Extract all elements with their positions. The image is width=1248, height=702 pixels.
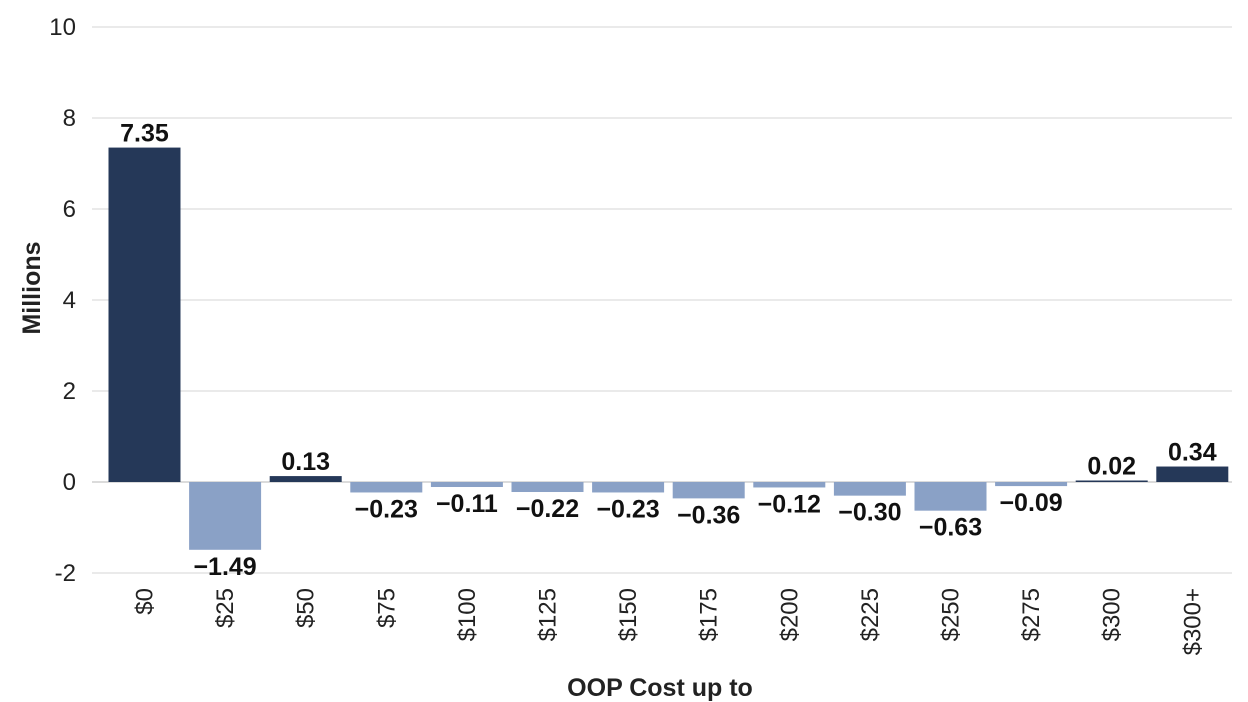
x-tick-label: $175 [696, 588, 723, 641]
bar-$300 [1075, 480, 1148, 482]
bar-$200 [753, 482, 826, 488]
x-tick-label: $225 [857, 588, 884, 641]
x-axis-title: OOP Cost up to [567, 674, 753, 702]
data-labels: 7.35 −1.49 0.13 −0.23 −0.11 −0.22 −0.23 −0.36 −0… [120, 120, 1217, 581]
data-label: 0.13 [281, 448, 330, 476]
bar-$125 [511, 482, 584, 493]
bar-$225 [833, 482, 906, 496]
bar-$25 [189, 482, 262, 550]
x-axis-ticks: $0 $25 $50 $75 $100 $125 $150 $175 $200 $225 $250 $… [132, 588, 1207, 655]
data-label: −0.23 [355, 495, 418, 523]
data-label: −1.49 [193, 553, 256, 581]
x-tick-label: $300 [1099, 588, 1126, 641]
y-tick-label: 2 [63, 378, 76, 405]
bar-$75 [350, 482, 423, 493]
x-tick-label: $250 [938, 588, 965, 641]
y-axis-ticks: -2 0 2 4 6 8 10 [49, 14, 76, 587]
x-tick-label: $100 [454, 588, 481, 641]
y-axis-title: Millions [18, 241, 46, 334]
bar-$175 [672, 482, 745, 499]
data-label: −0.11 [436, 490, 498, 518]
bar-$100 [430, 482, 503, 488]
y-tick-label: 8 [63, 105, 76, 132]
data-label: −0.12 [758, 490, 821, 518]
data-label: −0.36 [677, 501, 740, 529]
x-tick-label: $150 [615, 588, 642, 641]
x-tick-label: $50 [293, 588, 320, 628]
bar-$250 [914, 482, 987, 511]
data-label: 0.02 [1087, 453, 1136, 481]
bar-$0 [108, 147, 181, 482]
y-tick-label: -2 [55, 560, 76, 587]
x-tick-label: $0 [132, 588, 159, 615]
y-tick-label: 4 [63, 287, 76, 314]
x-tick-label: $300+ [1179, 588, 1206, 655]
x-tick-label: $75 [373, 588, 400, 628]
data-label: −0.22 [516, 495, 579, 523]
x-tick-label: $125 [535, 588, 562, 641]
data-label: −0.30 [838, 499, 901, 527]
y-tick-label: 0 [63, 469, 76, 496]
bar-$150 [592, 482, 665, 493]
bars [108, 147, 1229, 550]
bar-$275 [995, 482, 1068, 487]
x-tick-label: $200 [776, 588, 803, 641]
y-tick-label: 10 [49, 14, 76, 41]
data-label: −0.09 [999, 489, 1062, 517]
x-tick-label: $25 [212, 588, 239, 628]
data-label: −0.63 [919, 514, 982, 542]
data-label: −0.23 [596, 495, 659, 523]
data-label: 7.35 [120, 120, 169, 148]
x-tick-label: $275 [1018, 588, 1045, 641]
data-label: 0.34 [1168, 439, 1217, 467]
bar-$50 [269, 476, 342, 482]
y-tick-label: 6 [63, 196, 76, 223]
bar-$300+ [1156, 466, 1229, 482]
